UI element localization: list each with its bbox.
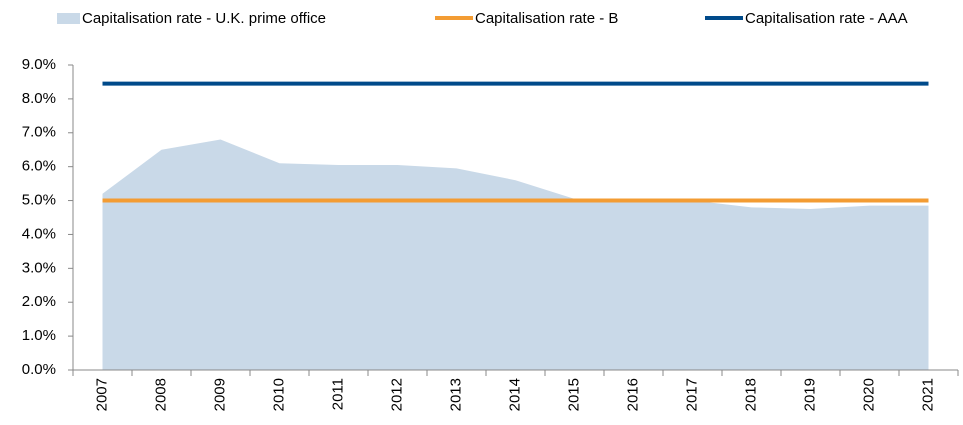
x-tick-label: 2014 <box>506 378 523 411</box>
x-tick-label: 2015 <box>565 378 582 411</box>
area <box>102 139 929 370</box>
x-tick-label: 2021 <box>919 378 936 411</box>
x-tick-label: 2018 <box>742 378 759 411</box>
x-tick-label: 2012 <box>388 378 405 411</box>
x-tick-label: 2008 <box>152 378 169 411</box>
legend-label: Capitalisation rate - AAA <box>745 10 908 27</box>
y-tick-label: 5.0% <box>22 192 56 209</box>
legend-swatch <box>57 13 80 24</box>
y-tick-label: 9.0% <box>22 56 56 73</box>
y-tick-label: 7.0% <box>22 124 56 141</box>
x-tick-label: 2011 <box>329 378 346 410</box>
x-tick-label: 2007 <box>93 378 110 411</box>
x-tick-label: 2020 <box>860 378 877 411</box>
x-tick-label: 2017 <box>683 378 700 411</box>
x-tick-label: 2009 <box>211 378 228 411</box>
legend-label: Capitalisation rate - U.K. prime office <box>82 10 326 27</box>
y-tick-label: 1.0% <box>22 327 56 344</box>
legend-label: Capitalisation rate - B <box>475 10 618 27</box>
y-tick-label: 8.0% <box>22 90 56 107</box>
y-tick-label: 0.0% <box>22 361 56 378</box>
x-tick-label: 2016 <box>624 378 641 411</box>
x-tick-label: 2019 <box>801 378 818 411</box>
x-tick-label: 2010 <box>270 378 287 411</box>
y-tick-label: 6.0% <box>22 158 56 175</box>
y-tick-label: 2.0% <box>22 293 56 310</box>
x-tick-label: 2013 <box>447 378 464 411</box>
y-tick-label: 3.0% <box>22 259 56 276</box>
y-tick-label: 4.0% <box>22 225 56 242</box>
